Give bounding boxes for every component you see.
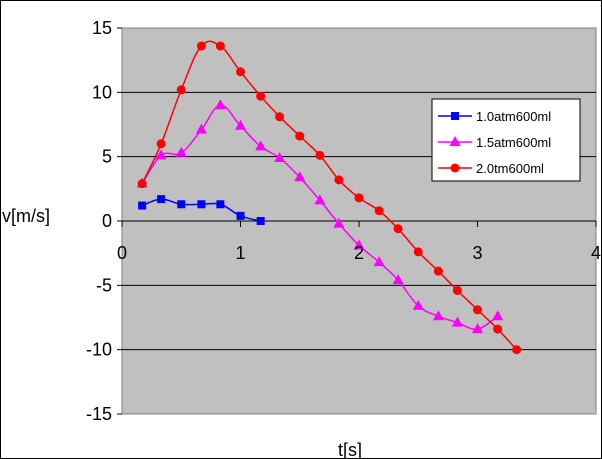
x-tick-label: 4 — [591, 243, 601, 263]
legend-marker — [450, 163, 460, 173]
data-point — [255, 140, 267, 151]
data-point — [392, 274, 404, 285]
data-point — [472, 323, 483, 334]
data-point — [175, 146, 187, 157]
data-point — [493, 324, 503, 334]
y-axis-label: v[m/s] — [2, 206, 50, 226]
y-tick-label: 0 — [102, 211, 112, 231]
data-point — [177, 200, 186, 209]
y-tick-label: 10 — [92, 82, 112, 102]
x-tick-label: 1 — [235, 243, 245, 263]
data-point — [294, 171, 306, 182]
data-point — [137, 179, 147, 189]
y-tick-label: -10 — [86, 340, 112, 360]
y-tick-label: 5 — [102, 147, 112, 167]
data-point — [451, 316, 463, 327]
legend-label: 1.5atm600ml — [476, 135, 551, 150]
data-point — [473, 305, 482, 315]
legend-marker — [449, 136, 461, 146]
data-point — [413, 247, 423, 257]
series-2 — [136, 99, 504, 334]
data-point — [333, 217, 345, 228]
x-tick-label: 0 — [117, 243, 127, 263]
data-point — [138, 201, 147, 210]
data-point — [412, 299, 424, 310]
data-point — [275, 112, 285, 122]
data-point — [176, 85, 186, 95]
data-point — [433, 266, 443, 276]
data-point — [374, 206, 384, 216]
data-point — [274, 151, 286, 162]
data-point — [393, 224, 403, 234]
axes — [117, 27, 597, 415]
data-point — [256, 217, 265, 225]
series-1 — [138, 195, 265, 225]
data-point — [295, 131, 305, 141]
data-point — [235, 119, 246, 130]
data-point — [155, 149, 167, 160]
legend-label: 2.0tm600ml — [476, 161, 544, 176]
y-tick-label: -15 — [86, 404, 112, 424]
data-point — [314, 194, 326, 205]
data-point — [214, 99, 226, 110]
data-point — [492, 310, 504, 321]
series-3 — [137, 40, 522, 355]
data-point — [512, 345, 522, 355]
data-point — [216, 200, 225, 209]
data-point — [315, 150, 325, 160]
data-point — [373, 256, 385, 267]
data-point — [195, 123, 207, 134]
data-point — [196, 41, 206, 51]
y-tick-label: 15 — [92, 18, 112, 38]
data-point — [354, 193, 364, 203]
data-point — [334, 175, 344, 185]
data-point — [353, 239, 365, 250]
data-point — [157, 195, 166, 204]
data-point — [197, 200, 206, 209]
legend-label: 1.0atm600ml — [476, 109, 551, 124]
legend-marker — [451, 112, 459, 120]
legend: 1.0atm600ml 1.5atm600ml 2.0tm600ml — [431, 98, 581, 182]
data-point — [256, 91, 266, 101]
data-point — [215, 41, 225, 51]
series-layer — [136, 40, 522, 355]
data-point — [452, 285, 462, 295]
data-point — [236, 67, 245, 77]
x-tick-label: 2 — [354, 243, 364, 263]
x-tick-label: 3 — [472, 243, 482, 263]
y-tick-label: -5 — [96, 275, 112, 295]
data-point — [432, 310, 444, 321]
data-point — [156, 139, 166, 149]
data-point — [236, 211, 245, 220]
x-axis-label: t[s] — [338, 440, 362, 459]
